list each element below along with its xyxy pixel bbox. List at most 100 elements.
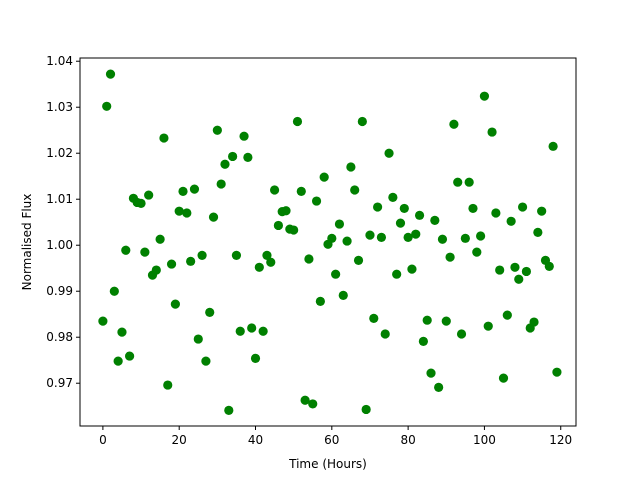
data-point [384, 148, 394, 158]
data-point [346, 162, 356, 172]
data-point [159, 133, 169, 143]
data-points [98, 69, 562, 415]
x-tick-label: 60 [324, 433, 339, 447]
data-point [357, 116, 367, 127]
data-point [151, 265, 161, 275]
data-point [258, 326, 268, 336]
data-point [136, 198, 146, 208]
y-tick-label: 0.98 [46, 330, 73, 344]
data-point [342, 236, 352, 246]
data-point [319, 172, 329, 182]
x-axis: 0 20 40 60 80 100 120 [99, 426, 572, 447]
data-point [365, 230, 375, 240]
data-point [216, 179, 226, 189]
data-point [411, 229, 421, 239]
data-point [510, 262, 520, 272]
data-point [517, 202, 528, 212]
data-point [243, 152, 253, 162]
data-point [388, 192, 398, 202]
data-point [529, 317, 539, 327]
x-tick-label: 20 [172, 433, 187, 447]
data-point [533, 227, 543, 237]
data-point [468, 203, 478, 214]
data-point [453, 177, 463, 187]
data-point [155, 234, 165, 244]
x-tick-label: 100 [473, 433, 496, 447]
data-point [315, 296, 325, 306]
data-point [311, 196, 322, 206]
data-point [426, 368, 436, 378]
data-point [186, 256, 196, 266]
data-point [109, 286, 119, 296]
data-point [113, 356, 123, 366]
data-point [418, 336, 428, 346]
data-point [495, 265, 505, 275]
data-point [487, 127, 497, 137]
data-point [163, 380, 173, 390]
data-point [327, 233, 337, 243]
plot-frame [79, 57, 577, 427]
data-point [105, 69, 116, 79]
data-point [170, 299, 180, 309]
data-point [350, 185, 360, 195]
y-tick-label: 1.02 [46, 146, 73, 160]
x-tick-label: 120 [549, 433, 572, 447]
data-point [193, 334, 203, 344]
data-point [548, 141, 558, 151]
data-point [224, 405, 234, 415]
data-point [174, 206, 184, 216]
data-point [544, 261, 554, 271]
data-point [334, 219, 345, 229]
data-point [117, 327, 127, 337]
data-point [441, 316, 451, 326]
data-point [502, 310, 512, 320]
y-tick-label: 1.00 [46, 238, 73, 252]
data-point [479, 91, 490, 101]
data-point [472, 247, 482, 257]
data-point [537, 206, 547, 216]
data-point [422, 315, 432, 325]
data-point [140, 247, 150, 257]
data-point [205, 307, 215, 317]
x-tick-label: 80 [400, 433, 415, 447]
data-point [414, 210, 425, 220]
data-point [125, 351, 135, 361]
data-point [483, 321, 493, 331]
data-point [338, 290, 348, 300]
data-point [304, 254, 314, 264]
data-point [407, 264, 417, 274]
data-point [456, 329, 467, 339]
data-point [212, 125, 222, 135]
y-axis-label: Normalised Flux [20, 194, 34, 291]
data-point [300, 395, 310, 405]
data-point [239, 131, 249, 141]
data-point [434, 382, 444, 392]
data-point [476, 231, 486, 241]
y-tick-label: 1.04 [46, 54, 73, 68]
data-point [361, 404, 371, 415]
data-point [506, 216, 516, 226]
y-tick-label: 1.01 [46, 192, 73, 206]
data-point [498, 373, 509, 383]
data-point [449, 119, 459, 129]
data-point [231, 250, 242, 260]
data-point [380, 329, 390, 339]
y-tick-label: 0.99 [46, 284, 73, 298]
data-point [403, 232, 413, 242]
data-point [437, 234, 448, 244]
data-point [514, 274, 524, 284]
data-point [296, 186, 306, 196]
data-point [392, 269, 402, 279]
data-point [121, 245, 131, 255]
data-point [552, 367, 562, 377]
data-point [98, 316, 108, 326]
data-point [281, 206, 291, 216]
data-point [228, 151, 238, 162]
data-point [266, 257, 276, 267]
data-point [247, 323, 257, 333]
data-point [201, 356, 211, 366]
data-point [289, 225, 299, 235]
data-point [369, 313, 379, 323]
data-point [445, 252, 455, 262]
